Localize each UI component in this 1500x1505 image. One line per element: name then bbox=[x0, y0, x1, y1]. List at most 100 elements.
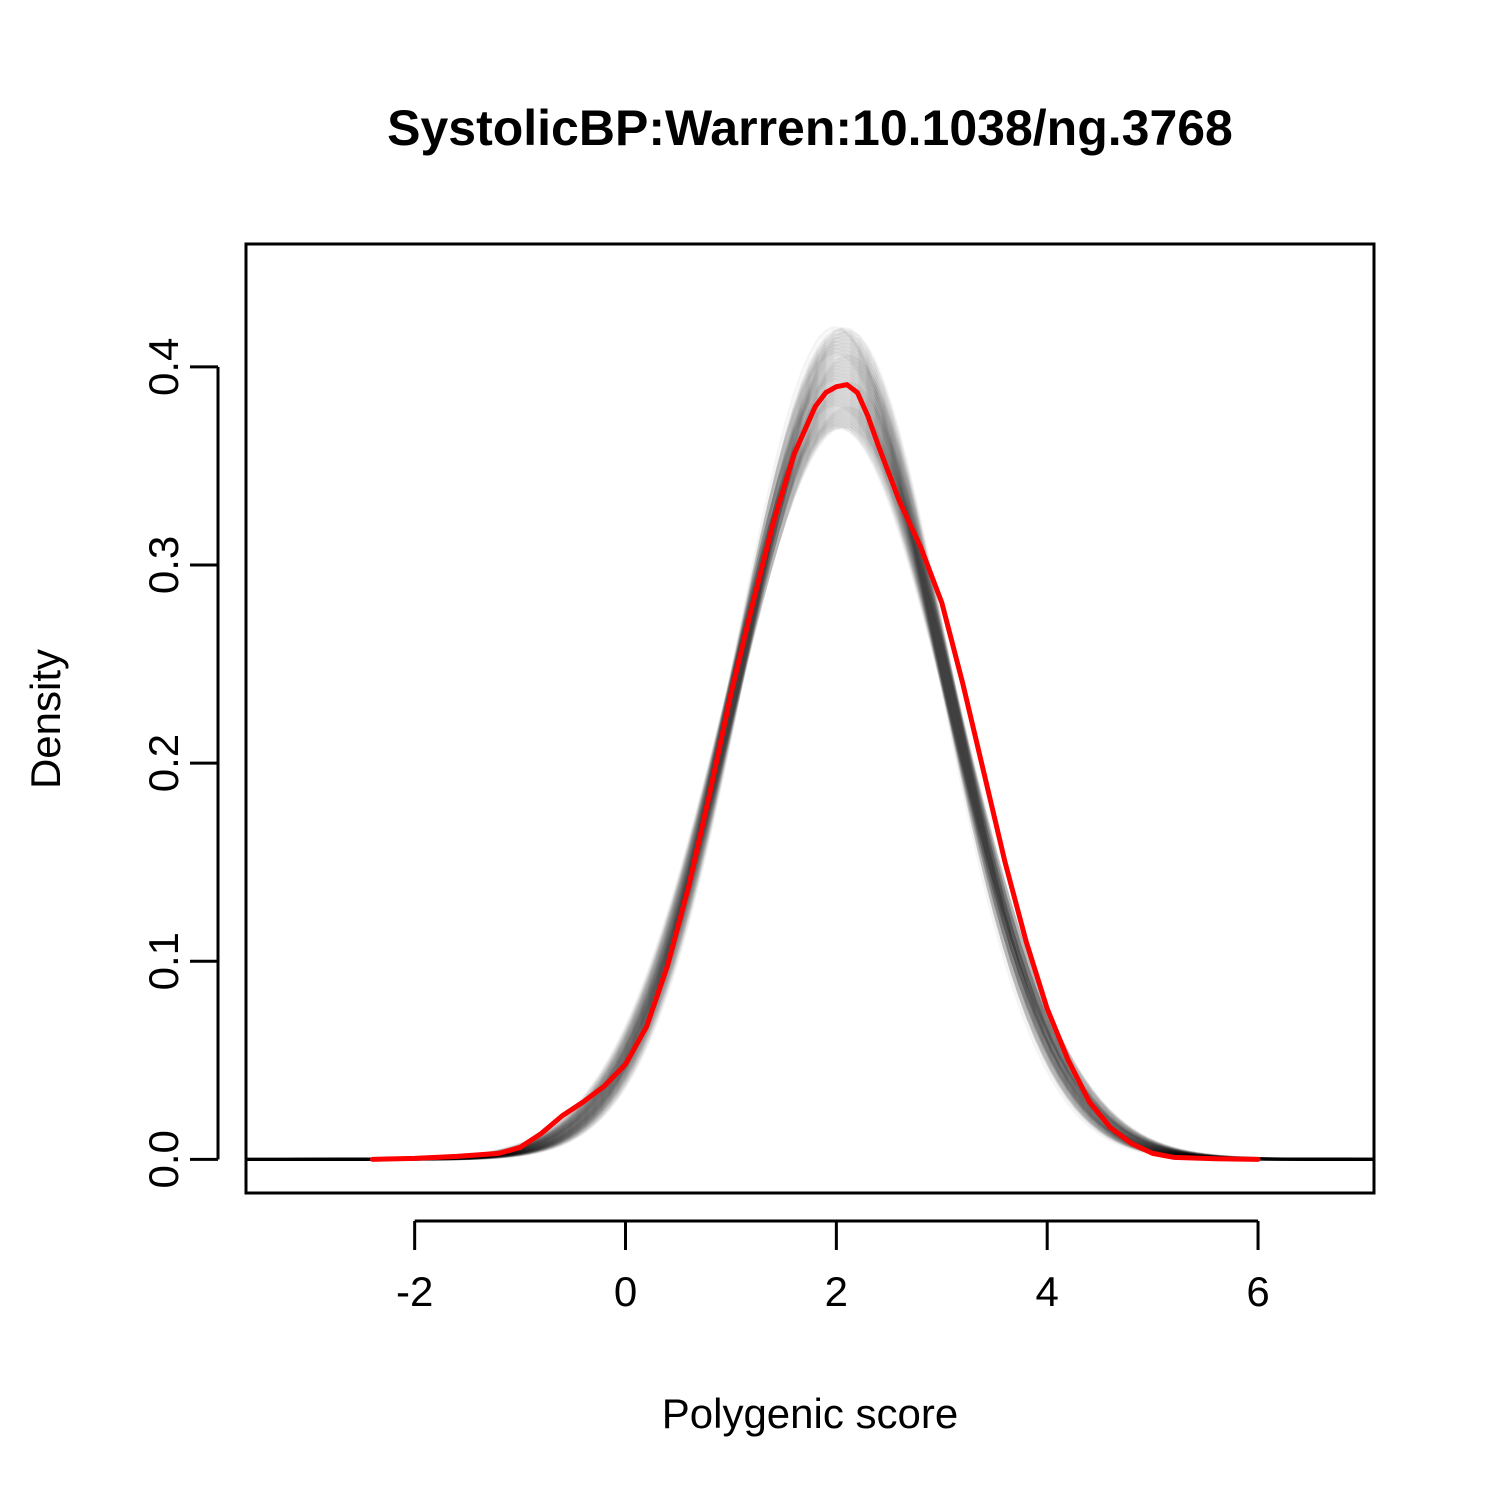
bootstrap-curve bbox=[246, 400, 1374, 1161]
bootstrap-curve bbox=[246, 372, 1374, 1161]
bootstrap-curve bbox=[246, 405, 1374, 1161]
bootstrap-curve bbox=[246, 399, 1374, 1161]
bootstrap-curve bbox=[246, 417, 1374, 1161]
bootstrap-curve bbox=[246, 379, 1375, 1161]
bootstrap-curve bbox=[246, 388, 1374, 1161]
bootstrap-curve bbox=[246, 385, 1374, 1161]
bootstrap-curve bbox=[246, 398, 1374, 1161]
x-axis: -2 0 2 4 6 bbox=[396, 1219, 1270, 1315]
bootstrap-curve bbox=[246, 389, 1375, 1161]
bootstrap-curve bbox=[246, 402, 1374, 1161]
bootstrap-curve bbox=[246, 391, 1374, 1161]
bootstrap-curve bbox=[246, 423, 1375, 1161]
bootstrap-curve bbox=[246, 396, 1375, 1161]
bootstrap-curve bbox=[246, 410, 1374, 1161]
bootstrap-curve bbox=[246, 377, 1374, 1161]
bootstrap-curve bbox=[246, 384, 1375, 1161]
bootstrap-curve bbox=[246, 408, 1374, 1161]
bootstrap-curve bbox=[246, 384, 1374, 1161]
bootstrap-curve bbox=[246, 377, 1374, 1161]
bootstrap-curve bbox=[246, 407, 1374, 1161]
x-tick-label: 6 bbox=[1246, 1268, 1269, 1315]
bootstrap-curve bbox=[246, 415, 1375, 1161]
bootstrap-curve bbox=[246, 397, 1374, 1161]
y-tick-label: 0.1 bbox=[140, 932, 187, 990]
bootstrap-curve bbox=[246, 364, 1374, 1161]
bootstrap-curve bbox=[246, 381, 1374, 1161]
x-tick-label: -2 bbox=[396, 1268, 433, 1315]
bootstrap-curve bbox=[246, 359, 1374, 1161]
bootstrap-curve bbox=[246, 421, 1375, 1161]
bootstrap-curve bbox=[246, 347, 1374, 1161]
bootstrap-curve bbox=[246, 396, 1374, 1161]
x-tick-label: 0 bbox=[614, 1268, 637, 1315]
bootstrap-curve bbox=[246, 352, 1374, 1161]
bootstrap-curve bbox=[246, 354, 1374, 1161]
bootstrap-curve bbox=[246, 367, 1374, 1161]
plot-frame bbox=[244, 242, 1376, 1195]
bootstrap-curve bbox=[246, 420, 1374, 1161]
bootstrap-curve bbox=[246, 414, 1374, 1161]
bootstrap-curve bbox=[246, 393, 1375, 1161]
bootstrap-curve bbox=[246, 345, 1374, 1161]
chart-title: SystolicBP:Warren:10.1038/ng.3768 bbox=[387, 100, 1233, 156]
bootstrap-curve bbox=[246, 355, 1374, 1161]
bootstrap-curve bbox=[246, 416, 1375, 1161]
bootstrap-curve bbox=[246, 357, 1374, 1161]
bootstrap-curve bbox=[246, 341, 1374, 1161]
bootstrap-curve bbox=[246, 394, 1374, 1161]
bootstrap-curve bbox=[246, 412, 1375, 1161]
observed-density-layer bbox=[370, 382, 1261, 1162]
x-tick-label: 4 bbox=[1036, 1268, 1059, 1315]
bootstrap-curve bbox=[246, 341, 1374, 1161]
bootstrap-curve bbox=[246, 403, 1374, 1161]
bootstrap-curve bbox=[246, 350, 1374, 1161]
bootstrap-curve bbox=[246, 419, 1375, 1161]
bootstrap-curve bbox=[246, 418, 1375, 1161]
bootstrap-curve bbox=[246, 425, 1375, 1161]
bootstrap-curve bbox=[246, 401, 1374, 1161]
bootstrap-curve bbox=[246, 372, 1375, 1161]
bootstrap-curve bbox=[246, 375, 1375, 1161]
bootstrap-curve bbox=[246, 361, 1374, 1161]
bootstrap-curve bbox=[246, 361, 1374, 1161]
bootstrap-curve bbox=[246, 391, 1374, 1161]
y-axis-label: Density bbox=[22, 649, 69, 789]
bootstrap-curve bbox=[246, 369, 1374, 1161]
bootstrap-curve bbox=[246, 352, 1374, 1161]
y-tick-label: 0.2 bbox=[140, 734, 187, 792]
bootstrap-curve bbox=[246, 426, 1375, 1161]
bootstrap-curve bbox=[246, 342, 1374, 1161]
bootstrap-curve bbox=[246, 420, 1374, 1161]
bootstrap-curve bbox=[246, 413, 1374, 1161]
bootstrap-curve bbox=[246, 363, 1374, 1161]
y-axis: 0.0 0.1 0.2 0.3 0.4 bbox=[140, 338, 220, 1189]
bootstrap-curve bbox=[246, 356, 1374, 1161]
bootstrap-curve bbox=[246, 399, 1374, 1161]
bootstrap-curve bbox=[246, 390, 1375, 1161]
y-tick-label: 0.4 bbox=[140, 338, 187, 396]
bootstrap-curve bbox=[246, 365, 1374, 1161]
observed-density-line bbox=[370, 382, 1261, 1162]
bootstrap-curve bbox=[246, 358, 1374, 1161]
bootstrap-curve bbox=[246, 359, 1374, 1161]
bootstrap-curve bbox=[246, 404, 1374, 1161]
bootstrap-curve bbox=[246, 406, 1374, 1161]
bootstrap-curve bbox=[246, 345, 1374, 1161]
bootstrap-curve bbox=[246, 382, 1375, 1161]
bootstrap-curve bbox=[246, 366, 1374, 1161]
bootstrap-curve bbox=[246, 371, 1374, 1161]
bootstrap-curve bbox=[246, 388, 1374, 1161]
bootstrap-curve bbox=[246, 378, 1375, 1161]
bootstrap-curve bbox=[246, 348, 1374, 1161]
bootstrap-density-curves bbox=[246, 325, 1375, 1161]
bootstrap-curve bbox=[246, 423, 1374, 1161]
bootstrap-curve bbox=[246, 346, 1374, 1161]
bootstrap-curve bbox=[246, 409, 1375, 1161]
bootstrap-curve bbox=[246, 376, 1375, 1161]
bootstrap-curve bbox=[246, 424, 1374, 1161]
bootstrap-curve bbox=[246, 386, 1375, 1161]
bootstrap-curve bbox=[246, 417, 1374, 1161]
bootstrap-curve bbox=[246, 407, 1374, 1161]
